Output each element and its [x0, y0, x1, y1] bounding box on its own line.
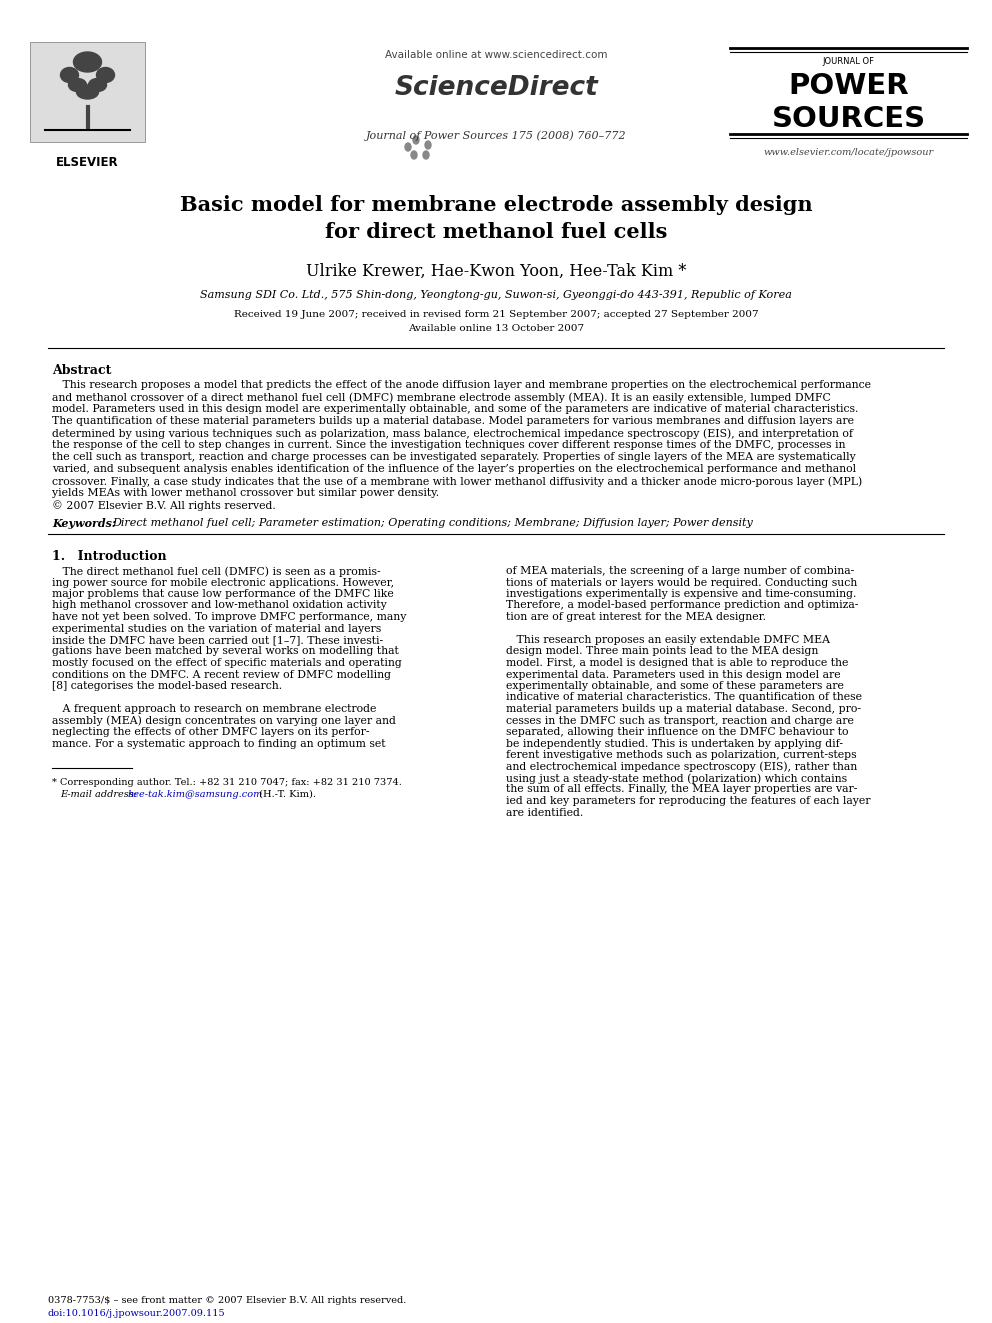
Text: experimentally obtainable, and some of these parameters are: experimentally obtainable, and some of t… [506, 681, 844, 691]
Text: for direct methanol fuel cells: for direct methanol fuel cells [324, 222, 668, 242]
Text: model. First, a model is designed that is able to reproduce the: model. First, a model is designed that i… [506, 658, 848, 668]
Text: JOURNAL OF: JOURNAL OF [822, 57, 875, 66]
Text: separated, allowing their influence on the DMFC behaviour to: separated, allowing their influence on t… [506, 728, 848, 737]
Text: the cell such as transport, reaction and charge processes can be investigated se: the cell such as transport, reaction and… [52, 452, 856, 462]
Text: using just a steady-state method (polarization) which contains: using just a steady-state method (polari… [506, 773, 847, 783]
Text: Received 19 June 2007; received in revised form 21 September 2007; accepted 27 S: Received 19 June 2007; received in revis… [234, 310, 758, 319]
Text: design model. Three main points lead to the MEA design: design model. Three main points lead to … [506, 647, 818, 656]
Text: doi:10.1016/j.jpowsour.2007.09.115: doi:10.1016/j.jpowsour.2007.09.115 [48, 1308, 225, 1318]
Text: The quantification of these material parameters builds up a material database. M: The quantification of these material par… [52, 415, 854, 426]
Text: © 2007 Elsevier B.V. All rights reserved.: © 2007 Elsevier B.V. All rights reserved… [52, 500, 276, 511]
Text: [8] categorises the model-based research.: [8] categorises the model-based research… [52, 681, 282, 691]
Text: of MEA materials, the screening of a large number of combina-: of MEA materials, the screening of a lar… [506, 566, 854, 576]
Text: have not yet been solved. To improve DMFC performance, many: have not yet been solved. To improve DMF… [52, 613, 407, 622]
Ellipse shape [76, 85, 98, 99]
Text: Keywords:: Keywords: [52, 519, 127, 529]
Circle shape [413, 136, 419, 144]
Text: mance. For a systematic approach to finding an optimum set: mance. For a systematic approach to find… [52, 738, 386, 749]
Text: assembly (MEA) design concentrates on varying one layer and: assembly (MEA) design concentrates on va… [52, 716, 396, 726]
Text: and methanol crossover of a direct methanol fuel cell (DMFC) membrane electrode : and methanol crossover of a direct metha… [52, 392, 830, 402]
Text: yields MEAs with lower methanol crossover but similar power density.: yields MEAs with lower methanol crossove… [52, 488, 439, 497]
Text: conditions on the DMFC. A recent review of DMFC modelling: conditions on the DMFC. A recent review … [52, 669, 391, 680]
Text: material parameters builds up a material database. Second, pro-: material parameters builds up a material… [506, 704, 861, 714]
Text: The direct methanol fuel cell (DMFC) is seen as a promis-: The direct methanol fuel cell (DMFC) is … [52, 566, 381, 577]
Ellipse shape [68, 78, 86, 91]
Text: Basic model for membrane electrode assembly design: Basic model for membrane electrode assem… [180, 194, 812, 216]
Ellipse shape [88, 78, 106, 91]
Text: POWER: POWER [789, 71, 909, 101]
Text: gations have been matched by several works on modelling that: gations have been matched by several wor… [52, 647, 399, 656]
Text: Abstract: Abstract [52, 364, 111, 377]
Text: Available online at www.sciencedirect.com: Available online at www.sciencedirect.co… [385, 50, 607, 60]
Text: www.elsevier.com/locate/jpowsour: www.elsevier.com/locate/jpowsour [764, 148, 933, 157]
Text: major problems that cause low performance of the DMFC like: major problems that cause low performanc… [52, 589, 394, 599]
Text: ing power source for mobile electronic applications. However,: ing power source for mobile electronic a… [52, 578, 394, 587]
Text: experimental studies on the variation of material and layers: experimental studies on the variation of… [52, 623, 381, 634]
Text: inside the DMFC have been carried out [1–7]. These investi-: inside the DMFC have been carried out [1… [52, 635, 383, 646]
Text: cesses in the DMFC such as transport, reaction and charge are: cesses in the DMFC such as transport, re… [506, 716, 854, 725]
Text: A frequent approach to research on membrane electrode: A frequent approach to research on membr… [52, 704, 376, 714]
Text: ELSEVIER: ELSEVIER [57, 156, 119, 169]
Ellipse shape [96, 67, 114, 82]
Text: investigations experimentally is expensive and time-consuming.: investigations experimentally is expensi… [506, 589, 856, 599]
Text: determined by using various techniques such as polarization, mass balance, elect: determined by using various techniques s… [52, 429, 853, 438]
Text: neglecting the effects of other DMFC layers on its perfor-: neglecting the effects of other DMFC lay… [52, 728, 369, 737]
Text: * Corresponding author. Tel.: +82 31 210 7047; fax: +82 31 210 7374.: * Corresponding author. Tel.: +82 31 210… [52, 778, 402, 787]
Text: This research proposes an easily extendable DMFC MEA: This research proposes an easily extenda… [506, 635, 830, 646]
Text: Journal of Power Sources 175 (2008) 760–772: Journal of Power Sources 175 (2008) 760–… [366, 130, 626, 140]
Text: (H.-T. Kim).: (H.-T. Kim). [256, 790, 316, 799]
Text: the sum of all effects. Finally, the MEA layer properties are var-: the sum of all effects. Finally, the MEA… [506, 785, 857, 795]
Circle shape [423, 151, 429, 159]
Text: high methanol crossover and low-methanol oxidation activity: high methanol crossover and low-methanol… [52, 601, 387, 610]
Text: ferent investigative methods such as polarization, current-steps: ferent investigative methods such as pol… [506, 750, 857, 759]
Text: experimental data. Parameters used in this design model are: experimental data. Parameters used in th… [506, 669, 840, 680]
Text: and electrochemical impedance spectroscopy (EIS), rather than: and electrochemical impedance spectrosco… [506, 762, 857, 773]
Text: E-mail address:: E-mail address: [60, 790, 147, 799]
Ellipse shape [73, 52, 101, 71]
Text: ScienceDirect: ScienceDirect [394, 75, 598, 101]
Bar [30, 42, 145, 142]
Ellipse shape [61, 67, 78, 82]
Text: Samsung SDI Co. Ltd., 575 Shin-dong, Yeongtong-gu, Suwon-si, Gyeonggi-do 443-391: Samsung SDI Co. Ltd., 575 Shin-dong, Yeo… [200, 290, 792, 300]
Text: ied and key parameters for reproducing the features of each layer: ied and key parameters for reproducing t… [506, 796, 871, 806]
Text: are identified.: are identified. [506, 807, 583, 818]
Text: 1. Introduction: 1. Introduction [52, 550, 167, 564]
Text: Available online 13 October 2007: Available online 13 October 2007 [408, 324, 584, 333]
Text: crossover. Finally, a case study indicates that the use of a membrane with lower: crossover. Finally, a case study indicat… [52, 476, 862, 487]
Text: Therefore, a model-based performance prediction and optimiza-: Therefore, a model-based performance pre… [506, 601, 858, 610]
Text: varied, and subsequent analysis enables identification of the influence of the l: varied, and subsequent analysis enables … [52, 464, 856, 474]
Text: This research proposes a model that predicts the effect of the anode diffusion l: This research proposes a model that pred… [52, 380, 871, 390]
Text: hee-tak.kim@samsung.com: hee-tak.kim@samsung.com [128, 790, 263, 799]
Text: tions of materials or layers would be required. Conducting such: tions of materials or layers would be re… [506, 578, 857, 587]
Text: tion are of great interest for the MEA designer.: tion are of great interest for the MEA d… [506, 613, 766, 622]
Text: indicative of material characteristics. The quantification of these: indicative of material characteristics. … [506, 692, 862, 703]
Text: 0378-7753/$ – see front matter © 2007 Elsevier B.V. All rights reserved.: 0378-7753/$ – see front matter © 2007 El… [48, 1297, 407, 1304]
Circle shape [425, 142, 431, 149]
Text: mostly focused on the effect of specific materials and operating: mostly focused on the effect of specific… [52, 658, 402, 668]
Text: model. Parameters used in this design model are experimentally obtainable, and s: model. Parameters used in this design mo… [52, 404, 858, 414]
Text: Ulrike Krewer, Hae-Kwon Yoon, Hee-Tak Kim *: Ulrike Krewer, Hae-Kwon Yoon, Hee-Tak Ki… [306, 263, 686, 280]
Circle shape [411, 151, 417, 159]
Text: Direct methanol fuel cell; Parameter estimation; Operating conditions; Membrane;: Direct methanol fuel cell; Parameter est… [112, 519, 753, 528]
Text: SOURCES: SOURCES [772, 105, 926, 134]
Text: the response of the cell to step changes in current. Since the investigation tec: the response of the cell to step changes… [52, 441, 845, 450]
Text: be independently studied. This is undertaken by applying dif-: be independently studied. This is undert… [506, 738, 843, 749]
Circle shape [405, 143, 411, 151]
